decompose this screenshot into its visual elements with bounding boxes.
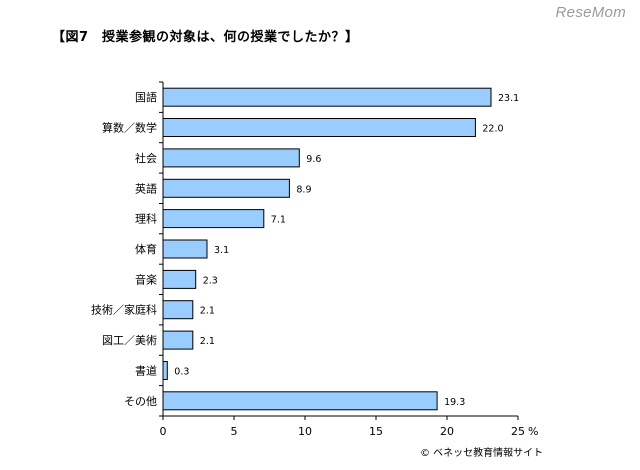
x-tick-label: 10 <box>298 425 312 438</box>
bar <box>162 391 438 411</box>
category-label: 算数／数学 <box>102 121 157 135</box>
category-label: 体育 <box>135 242 157 256</box>
bar <box>162 118 476 137</box>
value-label: 23.1 <box>498 93 519 104</box>
value-label: 22.0 <box>482 124 503 135</box>
bar <box>162 87 492 107</box>
value-label: 2.1 <box>200 306 215 317</box>
value-label: 8.9 <box>296 184 311 195</box>
bar <box>162 330 194 350</box>
x-unit-label: % <box>528 425 538 438</box>
category-label: その他 <box>124 395 157 408</box>
bar <box>162 178 290 198</box>
category-label: 英語 <box>135 181 157 195</box>
x-tick-label: 15 <box>369 425 383 438</box>
value-label: 2.3 <box>203 275 218 286</box>
category-label: 理科 <box>135 212 157 226</box>
value-label: 9.6 <box>306 154 321 165</box>
bar <box>162 148 300 168</box>
value-label: 0.3 <box>174 367 189 378</box>
bar <box>162 361 168 380</box>
category-label: 書道 <box>135 364 157 378</box>
value-label: 19.3 <box>444 397 465 408</box>
copyright-notice: © ベネッセ教育情報サイト <box>420 448 544 459</box>
category-label: 社会 <box>135 151 157 165</box>
bar <box>162 209 265 229</box>
x-tick-label: 20 <box>440 425 454 438</box>
x-tick-label: 25 <box>511 425 525 438</box>
x-tick-label: 0 <box>160 425 167 438</box>
value-label: 3.1 <box>214 245 229 256</box>
bar <box>162 239 208 259</box>
bar <box>162 269 197 289</box>
value-label: 2.1 <box>200 336 215 347</box>
category-label: 音楽 <box>135 272 157 286</box>
watermark-logo: ReseMom <box>555 4 626 21</box>
value-label: 7.1 <box>271 215 286 226</box>
category-label: 図工／美術 <box>102 334 157 347</box>
bar <box>162 300 194 320</box>
category-label: 技術／家庭科 <box>91 303 157 317</box>
category-label: 国語 <box>135 90 157 104</box>
chart-title: 【図7 授業参観の対象は、何の授業でしたか？】 <box>52 30 359 45</box>
x-tick-label: 5 <box>231 425 238 438</box>
